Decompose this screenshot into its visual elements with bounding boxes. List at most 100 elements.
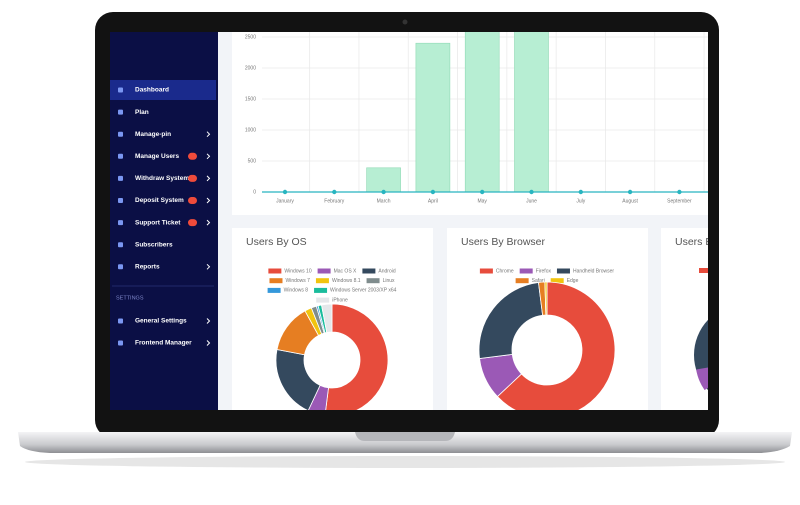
badge: [188, 219, 197, 227]
legend-row: Windows 8 Windows Server 2003/XP x64: [267, 287, 397, 294]
y-tick-label: 1000: [245, 127, 256, 133]
line-point: [282, 189, 288, 195]
shadow: [25, 456, 785, 468]
line-point: [627, 189, 633, 195]
y-tick-label: 2500: [245, 34, 256, 40]
menu-icon: [118, 198, 123, 203]
menu-icon: [118, 318, 123, 324]
menu-label[interactable]: Frontend Manager: [135, 340, 192, 347]
menu-label[interactable]: Support Ticket: [135, 219, 181, 226]
x-tick-label: September: [667, 198, 692, 204]
card-title: Users B: [675, 236, 712, 248]
badge: [188, 197, 197, 204]
bar: [464, 32, 500, 193]
line-point: [430, 189, 436, 195]
legend-swatch: [268, 268, 282, 274]
legend-swatch: [479, 268, 493, 274]
donut-slice: [321, 303, 333, 333]
legend-label[interactable]: Linux: [383, 278, 395, 284]
x-tick-label: June: [526, 198, 537, 204]
legend-label[interactable]: Mac OS X: [334, 268, 357, 274]
menu-icon: [118, 220, 123, 226]
x-tick-label: July: [576, 198, 585, 204]
chevron: [206, 131, 211, 138]
base-notch: [355, 432, 455, 441]
legend-row: Windows 7 Windows 8.1 Linux: [269, 278, 395, 284]
bar: [415, 42, 451, 193]
menu-label[interactable]: Reports: [135, 264, 160, 271]
section-heading: SETTINGS: [116, 295, 144, 301]
menu-icon: [118, 242, 123, 248]
legend-swatch: [316, 297, 330, 303]
x-tick-label: August: [622, 198, 638, 204]
menu-icon: [118, 340, 123, 346]
browser-card: [447, 228, 648, 410]
menu-label[interactable]: Subscribers: [135, 241, 173, 248]
legend-swatch: [314, 287, 328, 293]
legend-label[interactable]: Windows 7: [285, 278, 310, 284]
menu-label[interactable]: Manage Users: [135, 153, 179, 160]
menu-icon: [118, 264, 123, 270]
bar: [366, 167, 401, 193]
legend-swatch: [366, 278, 380, 284]
chevron: [206, 219, 211, 226]
partial-donut: [694, 268, 708, 391]
legend-label[interactable]: Edge: [567, 278, 579, 284]
menu-label[interactable]: Withdraw System: [135, 175, 189, 182]
legend-swatch: [550, 278, 564, 284]
chevron: [206, 197, 211, 204]
legend-swatch: [267, 287, 281, 293]
line-point: [332, 189, 337, 195]
menu-label[interactable]: General Settings: [135, 318, 187, 325]
bar: [514, 32, 549, 193]
y-tick-label: 500: [248, 158, 257, 164]
y-tick-label: 2000: [245, 65, 256, 71]
card-title: Users By OS: [246, 236, 307, 248]
legend-label[interactable]: Windows 10: [284, 268, 311, 274]
legend-swatch: [362, 268, 376, 274]
menu-icon: [118, 175, 123, 181]
legend-label[interactable]: Firefox: [536, 268, 552, 274]
menu-icon: [118, 131, 123, 137]
legend-row: Chrome Firefox Handheld Browser: [479, 268, 614, 274]
legend-swatch: [519, 268, 533, 274]
legend-label[interactable]: Windows 8.1: [332, 278, 361, 284]
legend-swatch: [515, 278, 529, 284]
y-tick-label: 1500: [245, 96, 256, 102]
legend-label[interactable]: Android: [378, 268, 395, 274]
legend-swatch: [317, 268, 331, 274]
legend-label[interactable]: iPhone: [332, 297, 348, 303]
donut-slice: [496, 281, 616, 410]
legend-label[interactable]: Handheld Browser: [573, 268, 614, 274]
legend-label[interactable]: Windows 8: [284, 288, 309, 294]
y-tick-label: 0: [253, 189, 256, 195]
menu-icon: [118, 109, 123, 115]
legend-label[interactable]: Safari: [532, 278, 545, 284]
menu-icon: [118, 153, 123, 159]
legend-row: Safari Edge: [515, 278, 579, 284]
legend-swatch: [315, 278, 329, 284]
menu-icon: [118, 87, 123, 93]
line-point: [529, 189, 534, 195]
badge: [188, 174, 197, 182]
legend-row: Windows 10 Mac OS X Android: [268, 268, 396, 274]
x-tick-label: May: [477, 198, 487, 204]
badge: [188, 152, 197, 160]
x-tick-label: January: [276, 198, 294, 204]
screen: Users B Dashboard Plan Manage-pin Manage Us…: [110, 32, 712, 410]
legend-row: iPhone: [316, 297, 348, 303]
laptop-base: [18, 432, 792, 453]
chevron: [206, 175, 211, 182]
menu-label[interactable]: Plan: [135, 109, 149, 116]
donut-slice: [544, 281, 548, 316]
menu-label[interactable]: Manage-pin: [135, 131, 171, 138]
legend-label[interactable]: Chrome: [496, 268, 514, 274]
menu-label[interactable]: Deposit System: [135, 197, 184, 204]
line-point: [480, 189, 485, 195]
legend-swatch: [269, 278, 283, 284]
legend-label[interactable]: Windows Server 2003/XP x64: [330, 288, 397, 294]
menu-label[interactable]: Dashboard: [135, 87, 169, 94]
line-point: [578, 189, 583, 195]
